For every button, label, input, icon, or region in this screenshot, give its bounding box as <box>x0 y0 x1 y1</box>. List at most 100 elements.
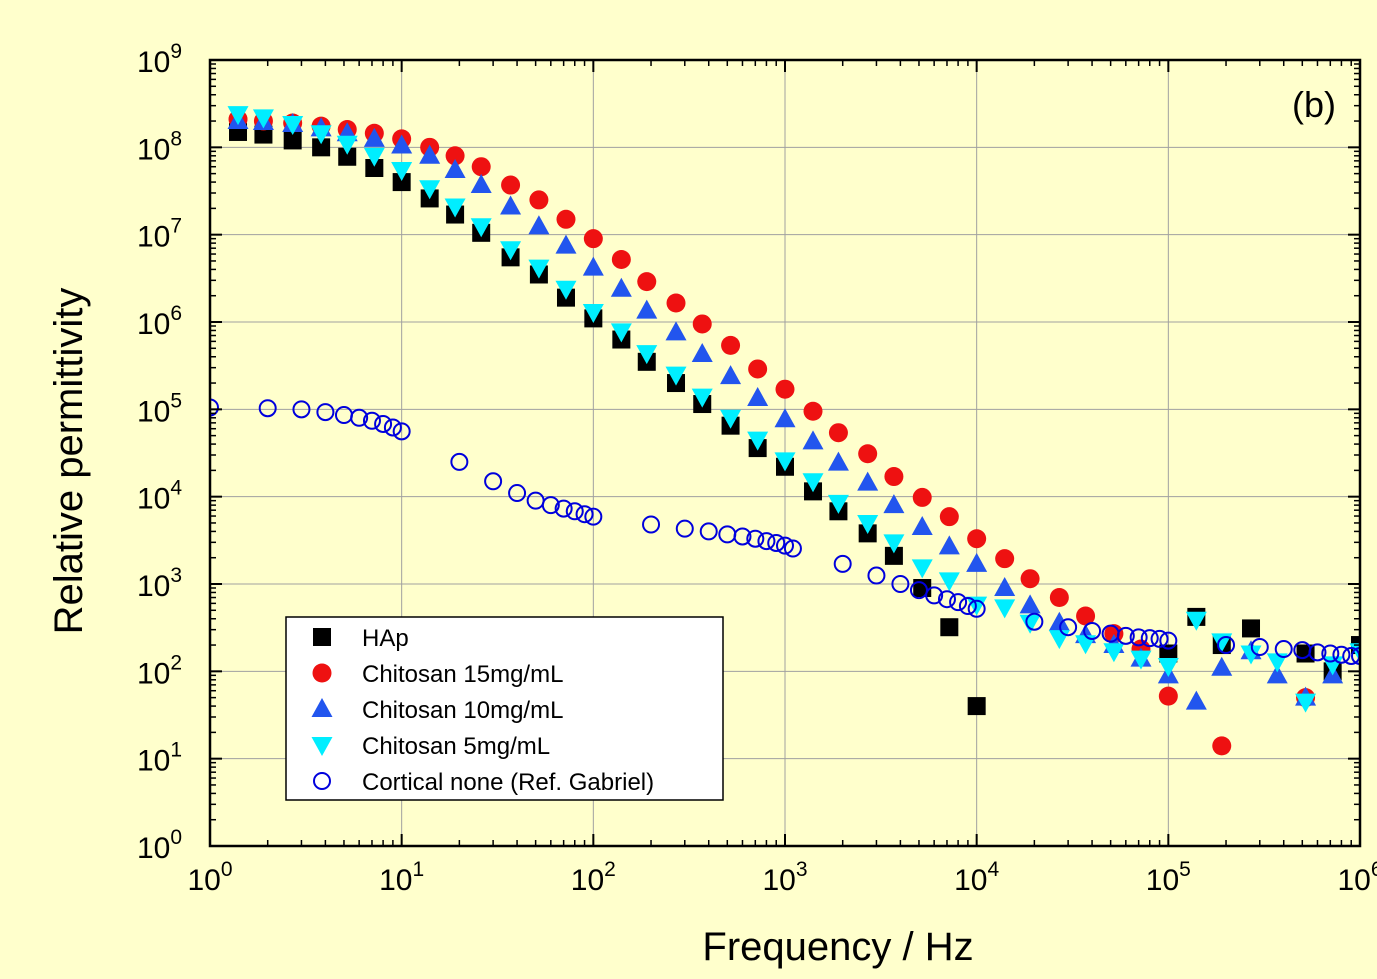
data-point <box>555 280 577 300</box>
data-point <box>666 293 686 313</box>
data-point <box>691 343 713 363</box>
data-point <box>471 157 491 177</box>
data-point <box>827 451 849 471</box>
data-point <box>691 388 713 408</box>
data-point <box>774 408 796 428</box>
data-point <box>445 146 465 166</box>
data-point <box>610 277 632 297</box>
data-point <box>1159 631 1178 650</box>
data-point <box>802 473 824 493</box>
data-point <box>1020 569 1040 589</box>
y-axis-title: Relative permittivity <box>47 288 91 635</box>
data-point <box>857 471 879 491</box>
data-point <box>529 190 549 210</box>
data-point <box>911 559 933 579</box>
data-point <box>541 496 560 515</box>
data-point <box>967 697 986 716</box>
data-point <box>500 241 522 261</box>
data-point <box>748 359 768 379</box>
panel-label: (b) <box>1292 84 1336 125</box>
y-tick-label: 103 <box>137 564 182 603</box>
legend-label: Cortical none (Ref. Gabriel) <box>362 769 654 796</box>
data-point <box>1075 635 1097 655</box>
legend-box <box>285 616 724 801</box>
data-point <box>470 174 492 194</box>
data-point <box>720 365 742 385</box>
data-point <box>450 452 469 471</box>
data-point <box>1266 653 1288 673</box>
data-point <box>1059 618 1078 637</box>
data-point <box>526 491 545 510</box>
data-point <box>767 533 786 552</box>
x-tick-label: 103 <box>762 858 807 897</box>
data-point <box>958 596 977 615</box>
data-point <box>584 507 603 526</box>
data-point <box>252 109 274 129</box>
data-point <box>227 106 249 126</box>
data-point <box>444 159 466 179</box>
y-tick-label: 100 <box>137 826 182 865</box>
data-point <box>500 195 522 215</box>
data-point <box>338 147 357 166</box>
data-point <box>1211 656 1233 676</box>
data-point <box>565 502 584 521</box>
data-point <box>555 234 577 254</box>
x-tick-label: 102 <box>571 858 616 897</box>
x-tick-label: 101 <box>379 858 424 897</box>
data-point <box>391 134 413 154</box>
y-tick-label: 109 <box>137 40 182 79</box>
data-point <box>692 314 712 334</box>
data-point <box>1083 621 1102 640</box>
data-point <box>444 198 466 218</box>
data-point <box>828 423 848 443</box>
data-point <box>1129 628 1148 647</box>
x-tick-label: 105 <box>1146 858 1191 897</box>
y-tick-label: 104 <box>137 477 182 516</box>
data-point <box>883 494 905 514</box>
data-point <box>1240 645 1262 665</box>
data-point <box>721 335 741 355</box>
data-point <box>1242 619 1261 638</box>
data-point <box>391 162 413 182</box>
legend-marker <box>311 737 333 756</box>
data-point <box>310 125 332 145</box>
data-point <box>350 408 369 427</box>
data-point <box>1116 626 1135 645</box>
data-point <box>1159 644 1178 663</box>
y-tick-label: 105 <box>137 389 182 428</box>
y-tick-label: 108 <box>137 127 182 166</box>
data-point <box>858 444 878 464</box>
data-point <box>939 507 959 527</box>
data-point <box>336 135 358 155</box>
data-point <box>1048 611 1070 631</box>
data-point <box>636 345 658 365</box>
x-tick-label: 100 <box>187 858 232 897</box>
data-point <box>610 323 632 343</box>
data-point <box>583 229 603 249</box>
data-point <box>419 180 441 200</box>
data-point <box>884 546 903 565</box>
data-point <box>556 209 576 229</box>
data-point <box>210 398 219 417</box>
data-point <box>883 534 905 554</box>
data-point <box>774 452 796 472</box>
data-point <box>1295 693 1317 713</box>
data-point <box>1130 650 1152 670</box>
data-point <box>642 515 661 534</box>
y-tick-label: 101 <box>137 739 182 778</box>
plot-frame <box>208 58 1362 848</box>
data-point <box>747 431 769 451</box>
data-point <box>746 529 765 548</box>
data-point <box>1157 658 1179 678</box>
data-point <box>938 572 960 592</box>
data-point <box>575 505 594 524</box>
data-point <box>1140 629 1159 648</box>
data-point <box>362 411 381 430</box>
data-point <box>254 125 273 144</box>
data-point <box>995 549 1015 569</box>
data-point <box>1321 644 1340 663</box>
data-point <box>312 138 331 157</box>
data-point <box>1049 588 1069 608</box>
data-point <box>857 514 879 534</box>
legend-marker <box>313 772 331 790</box>
